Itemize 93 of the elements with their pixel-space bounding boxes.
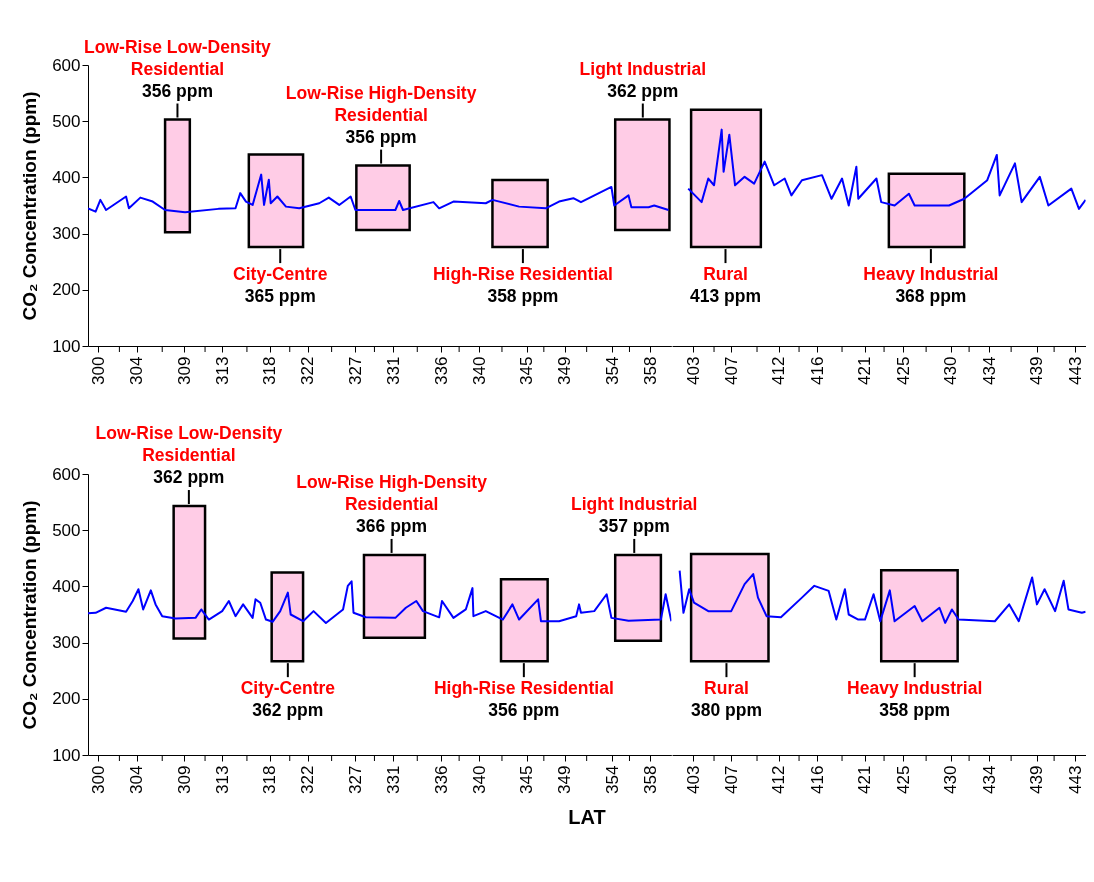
x-tick-label: 358 <box>640 765 660 794</box>
x-tick-label: 421 <box>855 765 875 794</box>
annotation: Rural <box>704 678 749 699</box>
annotation: City-Centre <box>233 264 328 285</box>
x-tick-label: 416 <box>807 356 827 385</box>
annotation: 362 ppm <box>607 80 679 101</box>
x-tick-label: 403 <box>683 356 703 385</box>
x-tick-label: 416 <box>807 765 827 794</box>
x-tick-label: 345 <box>517 356 537 385</box>
annotation: Light Industrial <box>571 493 698 514</box>
x-tick-label: 304 <box>127 765 147 794</box>
x-tick-label: 349 <box>555 765 575 794</box>
x-tick-label: 412 <box>769 356 789 385</box>
x-tick-label: 327 <box>345 356 365 385</box>
x-tick-label: 443 <box>1065 765 1085 794</box>
x-tick-label: 322 <box>298 356 318 385</box>
annotation: 366 ppm <box>356 515 428 536</box>
x-tick-label: 300 <box>88 765 108 794</box>
y-tick-label: 200 <box>52 689 81 709</box>
annotation: 368 ppm <box>895 286 967 307</box>
annotation: Low-Rise High-Density Residential <box>285 82 477 125</box>
annotation: 356 ppm <box>345 126 417 147</box>
x-tick-label: 430 <box>941 356 961 385</box>
annotation: 365 ppm <box>244 286 316 307</box>
annotation: Heavy Industrial <box>863 264 999 285</box>
y-tick-label: 300 <box>52 224 81 244</box>
annotation: Rural <box>703 264 748 285</box>
line-series <box>88 580 672 624</box>
x-tick-label: 300 <box>88 356 108 385</box>
x-tick-label: 313 <box>212 356 232 385</box>
x-tick-label: 421 <box>855 356 875 385</box>
annotation: 358 ppm <box>487 286 559 307</box>
y-tick-label: 400 <box>52 576 81 596</box>
annotation: 413 ppm <box>690 286 761 307</box>
annotation: 362 ppm <box>153 467 225 488</box>
annotation: Low-Rise Low-Density Residential <box>95 423 283 466</box>
x-tick-label: 327 <box>345 765 365 794</box>
x-tick-label: 407 <box>721 356 741 385</box>
y-tick-label: 600 <box>52 55 81 75</box>
x-tick-label: 403 <box>683 765 703 794</box>
x-tick-label: 358 <box>640 356 660 385</box>
y-tick-label: 100 <box>52 745 81 765</box>
annotation: 358 ppm <box>879 700 951 721</box>
y-tick-label: 500 <box>52 111 81 131</box>
line-series <box>88 173 670 214</box>
x-tick-label: 318 <box>260 765 280 794</box>
y-axis-title: CO₂ Concentration (ppm) <box>19 500 41 730</box>
x-tick-label: 336 <box>431 765 451 794</box>
x-tick-label: 354 <box>602 765 622 794</box>
x-tick-label: 443 <box>1065 356 1085 385</box>
annotation: Heavy Industrial <box>847 678 983 699</box>
y-tick-label: 200 <box>52 280 81 300</box>
annotation: 356 ppm <box>488 700 560 721</box>
y-axis-title: CO₂ Concentration (ppm) <box>19 91 41 321</box>
x-tick-label: 345 <box>517 765 537 794</box>
x-tick-label: 425 <box>893 356 913 385</box>
annotation: 380 ppm <box>690 700 762 721</box>
x-tick-label: 331 <box>383 765 403 794</box>
annotation: Low-Rise High-Density Residential <box>296 471 488 514</box>
x-tick-label: 430 <box>941 765 961 794</box>
annotation: City-Centre <box>240 678 336 699</box>
x-tick-label: 439 <box>1027 356 1047 385</box>
x-tick-label: 434 <box>979 765 999 794</box>
x-tick-label: 407 <box>721 765 741 794</box>
annotation: High-Rise Residential <box>432 264 613 285</box>
annotation: Low-Rise Low-Density Residential <box>84 36 272 79</box>
annotation: Light Industrial <box>579 58 706 79</box>
x-tick-label: 304 <box>127 356 147 385</box>
annotation: High-Rise Residential <box>433 678 614 699</box>
x-tick-label: 434 <box>979 356 999 385</box>
y-tick-label: 300 <box>52 633 81 653</box>
annotation: 357 ppm <box>598 515 670 536</box>
x-tick-label: 439 <box>1027 765 1047 794</box>
x-tick-label: 340 <box>469 356 489 385</box>
x-axis-title: LAT <box>568 805 606 828</box>
y-tick-label: 100 <box>52 336 81 356</box>
x-tick-label: 425 <box>893 765 913 794</box>
x-tick-label: 349 <box>555 356 575 385</box>
x-tick-label: 318 <box>260 356 280 385</box>
y-tick-label: 500 <box>52 520 81 540</box>
x-tick-label: 322 <box>298 765 318 794</box>
x-tick-label: 340 <box>469 765 489 794</box>
x-tick-label: 309 <box>174 356 194 385</box>
x-tick-label: 336 <box>431 356 451 385</box>
x-tick-label: 313 <box>212 765 232 794</box>
x-tick-label: 354 <box>602 356 622 385</box>
x-tick-label: 331 <box>383 356 403 385</box>
x-tick-label: 309 <box>174 765 194 794</box>
annotation: 356 ppm <box>141 80 213 101</box>
y-tick-label: 600 <box>52 464 81 484</box>
y-tick-label: 400 <box>52 167 81 187</box>
annotation: 362 ppm <box>252 700 324 721</box>
x-tick-label: 412 <box>769 765 789 794</box>
